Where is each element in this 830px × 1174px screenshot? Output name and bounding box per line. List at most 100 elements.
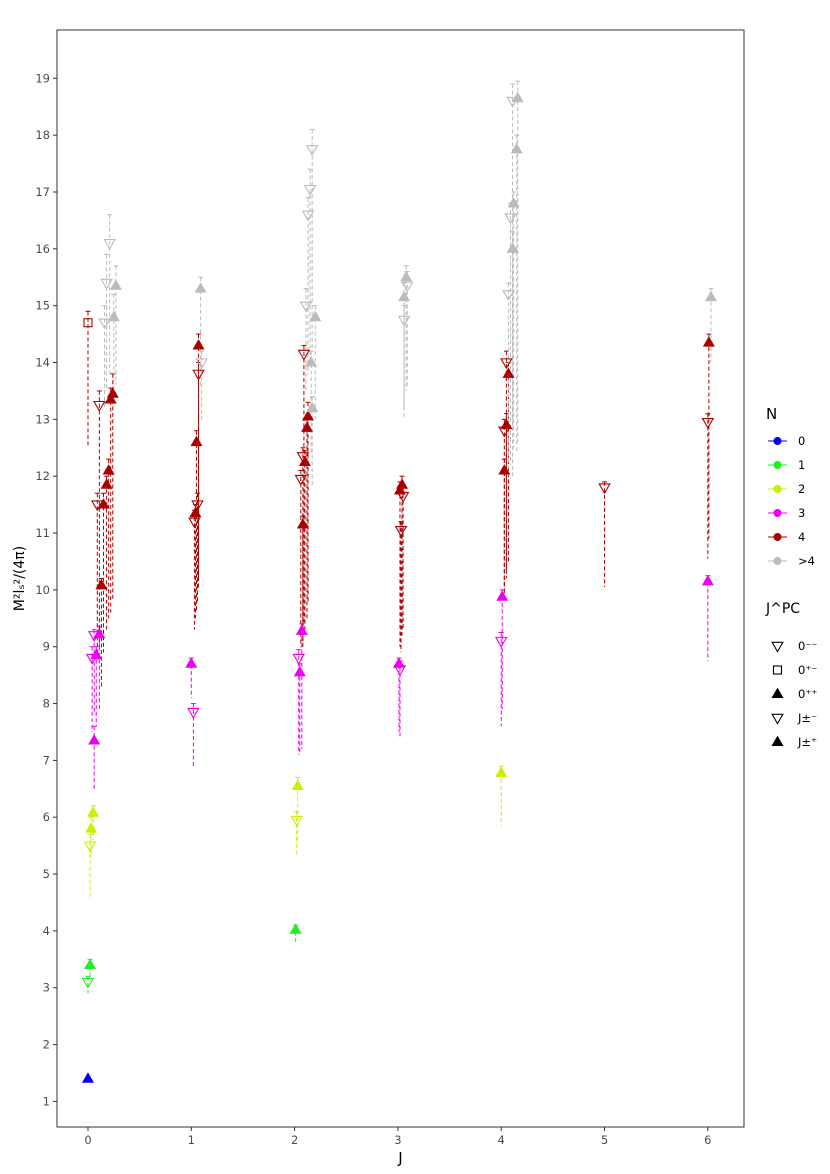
plot-panel-border [56,29,745,1128]
point-triangle-down [192,369,205,381]
point-triangle-down [303,184,317,196]
legend-n-key-dot [773,485,782,493]
point-triangle-up [289,923,302,934]
legend-jpc-label: J±⁺ [797,735,817,749]
point-triangle-up [190,435,203,447]
point-triangle-up [704,290,717,302]
y-tick-label: 10 [35,583,50,597]
point-triangle-up [495,766,508,777]
legend-n-label: 0 [798,434,805,448]
legend-n-key-dot [773,437,782,445]
x-tick-label: 2 [291,1133,298,1147]
point-triangle-up [309,310,322,322]
point-triangle-up [507,196,520,208]
y-tick-label: 16 [35,242,50,256]
point-triangle-down [290,815,303,827]
legend-n-key-dot [773,509,782,517]
point-triangle-up [306,401,319,413]
legend-n-label: >4 [798,554,815,568]
legend-n-title: N [766,405,777,423]
point-triangle-down [195,358,208,370]
y-tick-label: 4 [43,924,50,938]
point-triangle-down [500,358,513,370]
point-triangle-down [301,210,315,222]
point-triangle-down [394,525,408,537]
y-tick-label: 17 [35,185,50,199]
point-triangle-up [87,806,100,817]
legend-n: N 0 1 2 3 4 >4 [766,405,815,568]
x-tick-label: 3 [394,1133,401,1147]
point-triangle-up [88,734,101,745]
y-tick-label: 15 [35,299,50,313]
point-triangle-up [511,91,524,103]
point-triangle-up [291,779,304,791]
point-triangle-up [300,421,314,432]
x-axis: 0 1 2 3 4 5 6 [84,1127,712,1147]
x-tick-label: 5 [601,1133,608,1147]
point-triangle-up [296,518,309,529]
error-bars [85,80,714,994]
legend-jpc-label: J±⁻ [797,711,817,725]
point-triangle-up [396,478,409,489]
y-tick-label: 3 [43,981,50,995]
y-tick-label: 5 [43,867,50,881]
point-triangle-down [397,315,411,327]
point-triangle-up [109,279,122,290]
point-triangle-up [100,478,113,489]
point-triangle-up [298,455,311,467]
data-points [81,91,717,1083]
legend-n-key-dot [773,557,782,565]
point-triangle-down [297,349,311,361]
point-triangle-up [701,574,714,586]
point-triangle-up [93,627,106,639]
point-triangle-down [83,841,97,853]
point-triangle-down [93,400,106,412]
point-triangle-down [299,301,313,313]
y-tick-label: 12 [35,469,50,483]
y-tick-label: 18 [35,128,50,142]
point-triangle-down [187,707,200,719]
y-axis-label: M²lₛ²/(4π) [12,546,28,611]
point-triangle-up [498,464,511,475]
point-triangle-down [98,318,111,330]
legend-jpc-title: J^PC [765,601,800,617]
x-tick-label: 0 [84,1133,91,1147]
x-axis-label: J [397,1149,402,1167]
y-tick-label: 11 [35,526,50,540]
point-triangle-up [393,483,406,495]
point-triangle-down [504,213,517,225]
legend-jpc-key [771,641,784,653]
point-triangle-up [506,242,519,253]
legend-n-label: 2 [798,482,805,496]
point-triangle-down [305,145,319,157]
point-triangle-up [194,282,207,293]
point-triangle-up [392,657,405,668]
point-triangle-up [496,590,509,601]
point-triangle-down [494,636,508,648]
x-tick-label: 6 [704,1133,711,1147]
point-triangle-up [702,336,715,347]
point-triangle-up [305,356,318,367]
legend-jpc: J^PC 0⁻⁻ 0⁺⁻ 0⁺⁺ J±⁻ J±⁺ [765,601,817,749]
legend-jpc-label: 0⁻⁻ [798,639,817,653]
point-triangle-up [398,290,411,302]
legend-jpc-label: 0⁺⁺ [798,687,817,701]
point-triangle-down [100,278,113,290]
point-triangle-up [293,665,306,677]
point-triangle-up [106,387,119,398]
x-tick-label: 4 [498,1133,505,1147]
y-tick-label: 19 [35,71,50,85]
point-triangle-down [294,474,308,486]
point-triangle-down [393,665,407,677]
point-triangle-up [97,498,110,509]
y-tick-label: 8 [43,697,50,711]
point-triangle-up [500,418,513,430]
point-triangle-up [502,367,515,378]
point-triangle-up [81,1072,95,1083]
point-triangle-up [102,464,115,475]
legend-jpc-label: 0⁺⁻ [798,663,817,677]
point-triangle-down [292,653,306,665]
